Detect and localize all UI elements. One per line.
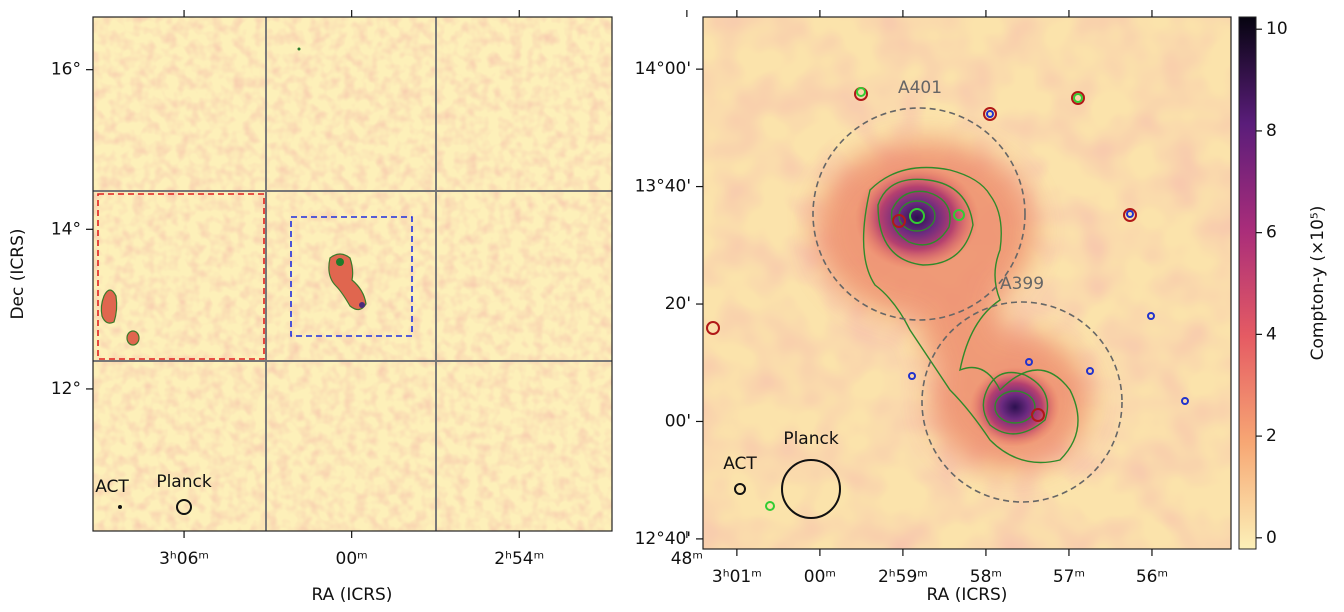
annotation: Planck bbox=[156, 472, 212, 492]
colorbar-tick-label: 2 bbox=[1266, 426, 1277, 446]
x-tick-label: 56ᵐ bbox=[1136, 567, 1168, 587]
x-axis-label: RA (ICRS) bbox=[927, 585, 1008, 605]
annotation: ACT bbox=[723, 454, 757, 474]
colorbar-label: Compton-y (×10⁵) bbox=[1308, 206, 1328, 361]
colorbar bbox=[1238, 16, 1257, 550]
colorbar-tick-label: 0 bbox=[1266, 528, 1277, 548]
x-axis-label: RA (ICRS) bbox=[312, 585, 393, 605]
y-tick-label: 14° bbox=[51, 219, 81, 239]
x-tick-label: 3ʰ06ᵐ bbox=[159, 549, 209, 569]
right-frame bbox=[702, 16, 1232, 550]
x-tick-label: 2ʰ54ᵐ bbox=[494, 549, 544, 569]
colorbar-tick-label: 6 bbox=[1266, 223, 1277, 243]
y-tick-label: 00' bbox=[665, 411, 691, 431]
left-map bbox=[92, 16, 613, 532]
y-tick-label: 16° bbox=[51, 60, 81, 80]
x-tick-label: 48ᵐ bbox=[671, 549, 703, 569]
y-tick-label: 20' bbox=[665, 294, 691, 314]
x-tick-label: 58ᵐ bbox=[970, 567, 1002, 587]
annotation: A401 bbox=[898, 78, 942, 98]
y-tick-label: 12° bbox=[51, 379, 81, 399]
x-tick-label: 3ʰ01ᵐ bbox=[712, 567, 762, 587]
annotation: ACT bbox=[95, 477, 129, 497]
x-tick-label: 2ʰ59ᵐ bbox=[878, 567, 928, 587]
annotation: Planck bbox=[783, 429, 839, 449]
colorbar-tick-label: 8 bbox=[1266, 121, 1277, 141]
colorbar-tick-label: 10 bbox=[1266, 19, 1288, 39]
y-tick-label: 12°40' bbox=[635, 529, 691, 549]
colorbar-tick-label: 4 bbox=[1266, 324, 1277, 344]
y-tick-label: 14°00' bbox=[635, 59, 691, 79]
x-tick-label: 00ᵐ bbox=[804, 567, 836, 587]
y-tick-label: 13°40' bbox=[635, 177, 691, 197]
x-tick-label: 57ᵐ bbox=[1053, 567, 1085, 587]
y-axis-label: Dec (ICRS) bbox=[8, 228, 28, 319]
x-tick-label: 00ᵐ bbox=[336, 549, 368, 569]
right-map bbox=[703, 17, 1231, 549]
annotation: A399 bbox=[1000, 274, 1044, 294]
